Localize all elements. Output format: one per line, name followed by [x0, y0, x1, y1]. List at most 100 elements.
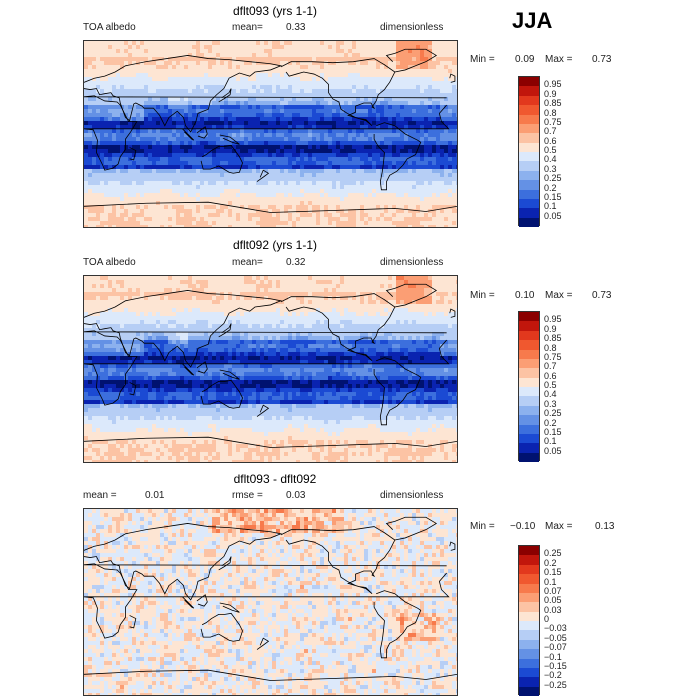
panel-3-max-value: 0.13 [595, 521, 615, 532]
colorbar-tick-label: −0.07 [544, 642, 567, 653]
colorbar-tick-label: 0.4 [544, 154, 557, 165]
colorbar-swatch [519, 77, 539, 87]
colorbar-swatch [519, 574, 539, 584]
colorbar-swatch [519, 133, 539, 143]
colorbar-tick-label: 0.05 [544, 595, 562, 606]
colorbar-tick-label: 0.1 [544, 576, 557, 587]
panel-1-units: dimensionless [380, 22, 444, 33]
panel-3-colorbar: 0.25 0.2 0.15 0.1 0.07 0.05 0.03 0 −0.03 −0.05 −0.… [518, 545, 578, 696]
panel-1-title: dflt093 (yrs 1-1) [232, 4, 318, 18]
colorbar-swatch [519, 649, 539, 659]
colorbar-swatch [519, 555, 539, 565]
colorbar-swatch [519, 161, 539, 171]
colorbar-swatch [519, 677, 539, 687]
colorbar-tick-label: 0.5 [544, 145, 557, 155]
panel-1-mean-label: mean= [232, 22, 263, 33]
colorbar-tick-label: 0.9 [544, 88, 557, 99]
colorbar-swatch [519, 415, 539, 425]
panel-1-min-value: 0.09 [515, 54, 535, 65]
panel-2-max-value: 0.73 [592, 290, 612, 301]
colorbar-swatch [519, 142, 539, 152]
colorbar-tick-label: 0.3 [544, 398, 557, 409]
colorbar-swatch [519, 405, 539, 416]
colorbar-swatch [519, 312, 539, 322]
panel-1-variable: TOA albedo [83, 22, 136, 33]
panel-2-colorbar: 0.95 0.9 0.85 0.8 0.75 0.7 0.6 0.5 0.4 0.3 0.25 0.2… [518, 311, 578, 462]
colorbar-swatch [519, 424, 539, 434]
colorbar-swatch [519, 180, 539, 190]
colorbar-swatch [519, 564, 539, 575]
coastline [84, 516, 457, 681]
colorbar-swatch [519, 321, 539, 331]
colorbar-tick-label: 0.05 [544, 445, 562, 456]
panel-1-max-label: Max = [545, 54, 573, 65]
colorbar-swatch [519, 208, 539, 218]
colorbar-tick-label: 0.2 [544, 182, 557, 193]
panel-3-mean-label: mean = [83, 490, 117, 501]
panel-3-units: dimensionless [380, 490, 444, 501]
panel-2-min-label: Min = [470, 290, 495, 301]
colorbar-swatch [519, 198, 539, 209]
panel-2-max-label: Max = [545, 290, 573, 301]
colorbar-swatch [519, 123, 539, 134]
coastline [84, 48, 457, 213]
colorbar-tick-label: 0.75 [544, 351, 562, 362]
panel-3-rmse-value: 0.03 [286, 490, 306, 501]
coastline [84, 283, 457, 448]
panel-1-map [83, 40, 458, 228]
colorbar-swatch [519, 667, 539, 678]
colorbar-swatch [519, 602, 539, 612]
colorbar-swatch [519, 546, 539, 556]
panel-3-min-value: −0.10 [510, 521, 536, 532]
colorbar-tick-label: 0.75 [544, 116, 562, 127]
albedo-field [84, 276, 457, 462]
colorbar-tick-label: −0.25 [544, 679, 567, 690]
colorbar-swatch [519, 686, 539, 696]
colorbar-tick-label: −0.2 [544, 670, 562, 681]
panel-3-title: dflt093 - dflt092 [233, 472, 317, 486]
colorbar-swatch [519, 349, 539, 359]
colorbar-tick-label: 0.07 [544, 585, 562, 596]
panel-2-mean-label: mean= [232, 257, 263, 268]
colorbar-swatch [519, 452, 539, 462]
colorbar-tick-label: 0.15 [544, 567, 562, 578]
colorbar-tick-label: −0.03 [544, 623, 567, 634]
colorbar-tick-label: 0.85 [544, 98, 562, 109]
panel-3-max-label: Max = [545, 521, 573, 532]
colorbar-swatch [519, 358, 539, 369]
colorbar-tick-label: 0 [544, 614, 550, 624]
colorbar-swatch [519, 611, 539, 621]
colorbar-swatches [518, 76, 540, 227]
colorbar-swatch [519, 189, 539, 199]
panel-1-mean-value: 0.33 [286, 22, 306, 33]
panel-3-map [83, 508, 458, 696]
colorbar-tick-label: 0.05 [544, 210, 562, 221]
colorbar-tick-label: 0.7 [544, 361, 557, 372]
colorbar-tick-label: −0.1 [544, 651, 562, 662]
colorbar-swatch [519, 658, 539, 668]
panel-2-min-value: 0.10 [515, 290, 535, 301]
colorbar-swatch [519, 639, 539, 650]
colorbar-tick-label: 0.95 [544, 314, 562, 325]
colorbar-swatch [519, 105, 539, 115]
colorbar-swatch [519, 114, 539, 124]
colorbar-swatch [519, 170, 539, 181]
panel-3-mean-value: 0.01 [145, 490, 165, 501]
colorbar-tick-label: 0.9 [544, 323, 557, 334]
colorbar-swatch [519, 443, 539, 453]
colorbar-tick-label: −0.05 [544, 632, 567, 643]
colorbar-tick-label: 0.15 [544, 426, 562, 437]
colorbar-swatch [519, 377, 539, 387]
colorbar-tick-label: 0.03 [544, 604, 562, 615]
colorbar-tick-label: 0.8 [544, 342, 557, 353]
colorbar-swatch [519, 95, 539, 106]
colorbar-swatch [519, 330, 539, 341]
panel-3-rmse-label: rmse = [232, 490, 263, 501]
colorbar-tick-label: 0.15 [544, 191, 562, 202]
albedo-field [84, 41, 457, 227]
panel-3-min-label: Min = [470, 521, 495, 532]
colorbar-tick-label: 0.95 [544, 79, 562, 90]
panel-1-min-label: Min = [470, 54, 495, 65]
panel-2-mean-value: 0.32 [286, 257, 306, 268]
colorbar-swatch [519, 152, 539, 162]
